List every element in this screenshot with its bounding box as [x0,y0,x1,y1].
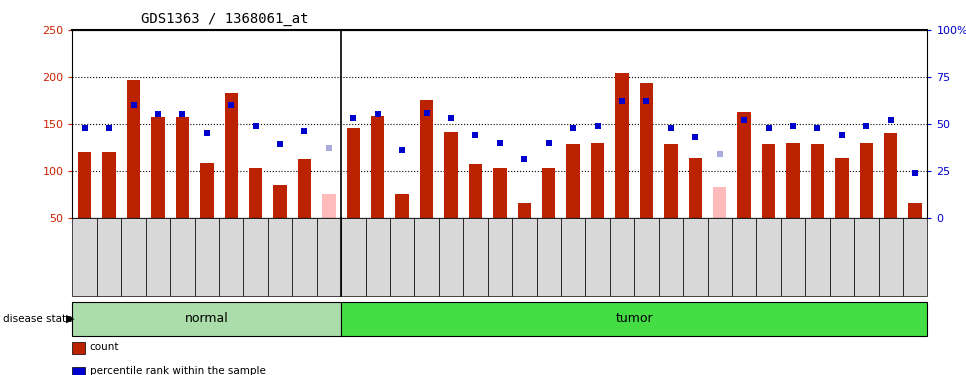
Bar [200,163,213,218]
Bar [591,142,605,218]
Bar [908,203,922,217]
Text: GDS1363 / 1368061_at: GDS1363 / 1368061_at [141,12,308,26]
Text: percentile rank within the sample: percentile rank within the sample [90,366,266,375]
Bar [884,133,897,218]
Bar [298,159,311,218]
Bar [420,100,434,218]
Bar [273,185,287,218]
Bar [836,158,848,218]
Bar [737,112,751,218]
Bar [786,142,800,218]
Bar [249,168,263,217]
Bar [224,93,238,218]
Text: normal: normal [185,312,229,325]
Bar [762,144,776,218]
Bar [347,128,360,218]
Bar [102,152,116,217]
Bar [444,132,458,218]
Bar [127,80,140,218]
Bar [615,73,629,217]
Bar [860,142,873,218]
Bar [323,194,335,217]
Bar [518,203,531,217]
Bar [810,144,824,218]
Text: tumor: tumor [615,312,653,325]
Text: ▶: ▶ [66,314,74,324]
Bar [566,144,580,218]
Bar [665,144,677,218]
Bar [176,117,189,218]
Bar [542,168,555,217]
Bar [395,194,409,217]
Bar [371,116,384,218]
Bar [152,117,164,218]
Text: disease state: disease state [3,314,72,324]
Bar [689,158,702,218]
Bar [713,187,726,218]
Bar [639,82,653,218]
Text: count: count [90,342,120,352]
Bar [494,168,506,217]
Bar [78,152,92,217]
Bar [469,164,482,218]
